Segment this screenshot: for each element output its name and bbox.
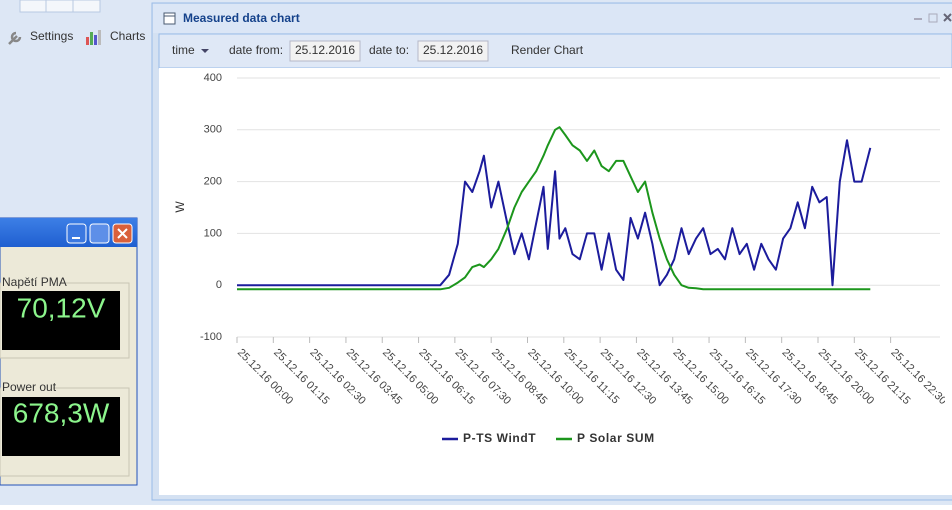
y-tick-label: 200 [204, 176, 222, 188]
settings-label[interactable]: Settings [30, 29, 73, 43]
series-line [237, 139, 872, 287]
render-button[interactable]: Render Chart [511, 43, 584, 57]
minimize-button[interactable] [66, 223, 87, 244]
window-title: Measured data chart [183, 11, 300, 25]
charts-label[interactable]: Charts [110, 29, 145, 43]
date-to-box[interactable] [417, 40, 489, 62]
y-tick-label: 0 [216, 279, 222, 291]
y-tick-label: 400 [204, 72, 222, 84]
series-line [237, 126, 871, 291]
y-tick-label: 300 [204, 124, 222, 136]
side-panel: Napětí PMA 70,12V Power out 678,3W [0, 217, 138, 486]
voltage-value: 70,12V [17, 292, 106, 323]
y-tick-label: -100 [200, 331, 222, 343]
date-from-label: date from: [229, 43, 283, 57]
legend-label: P Solar SUM [577, 431, 655, 445]
date-to-input[interactable]: 25.12.2016 [423, 43, 483, 57]
power-label: Power out [2, 380, 57, 394]
mode-select[interactable]: time [172, 43, 195, 57]
date-from-box[interactable] [289, 40, 361, 62]
window-close[interactable] [943, 13, 952, 22]
maximize-button[interactable] [89, 223, 110, 244]
y-tick-label: 100 [204, 227, 222, 239]
date-from-input[interactable]: 25.12.2016 [295, 43, 355, 57]
settings-button[interactable]: Settings [8, 29, 73, 45]
voltage-label: Napětí PMA [2, 275, 67, 289]
legend-label: P-TS WindT [463, 431, 536, 445]
date-to-label: date to: [369, 43, 409, 57]
chart-window: Measured data chart time date from: 25.1… [151, 2, 952, 501]
power-value: 678,3W [13, 397, 110, 428]
window-minimize[interactable] [914, 18, 922, 20]
y-axis-label: W [173, 201, 187, 213]
charts-button[interactable]: Charts [86, 29, 145, 45]
window-maximize[interactable] [928, 13, 938, 23]
top-tabs [19, 0, 101, 13]
